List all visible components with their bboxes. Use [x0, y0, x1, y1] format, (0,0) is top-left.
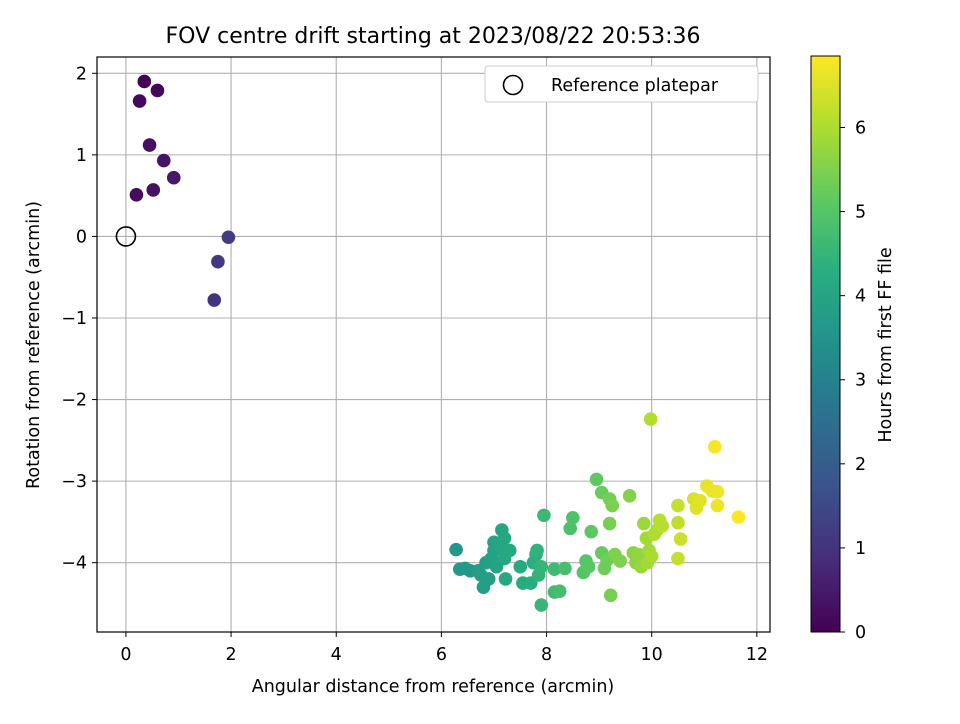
x-tick-label: 6: [436, 645, 447, 665]
data-point: [530, 543, 544, 558]
data-point: [558, 561, 572, 576]
data-point: [589, 472, 604, 487]
data-point: [534, 559, 549, 574]
data-point: [146, 183, 161, 197]
colorbar: 0 1 2 3 4 5 6 Hours from first FF file: [810, 55, 896, 643]
data-point: [710, 484, 725, 499]
x-tick-label: 2: [226, 645, 237, 665]
colorbar-gradient: [810, 55, 841, 633]
data-point: [655, 519, 670, 533]
data-point: [566, 511, 580, 525]
data-point: [502, 543, 517, 558]
y-axis-label: Rotation from reference (arcmin): [24, 201, 44, 489]
data-point: [150, 83, 165, 98]
data-point: [581, 559, 596, 574]
data-point: [142, 138, 157, 152]
data-point: [710, 498, 725, 513]
x-axis-ticks: 0 2 4 6 8 10 12: [120, 632, 768, 665]
data-point: [534, 598, 549, 612]
data-point: [603, 588, 618, 603]
data-point: [207, 293, 222, 307]
data-point: [693, 493, 707, 508]
data-point: [513, 559, 528, 574]
colorbar-tick-label: 2: [855, 455, 866, 475]
data-point: [156, 153, 171, 168]
data-point: [671, 515, 685, 530]
data-point: [584, 524, 599, 539]
data-point: [537, 508, 551, 523]
colorbar-tick-label: 1: [855, 539, 866, 559]
data-point: [497, 531, 512, 546]
x-tick-label: 10: [641, 645, 663, 665]
data-point: [613, 554, 627, 568]
data-point: [481, 572, 496, 586]
data-point: [547, 562, 562, 576]
data-points: [129, 74, 746, 612]
data-point: [129, 188, 144, 202]
y-tick-label: 2: [76, 64, 87, 84]
data-point: [221, 230, 236, 245]
colorbar-tick-label: 4: [855, 287, 866, 307]
data-point: [731, 510, 746, 524]
data-point: [673, 532, 688, 546]
data-point: [605, 498, 620, 513]
data-point: [563, 521, 578, 536]
colorbar-tick-label: 3: [855, 371, 866, 391]
data-point: [671, 498, 685, 513]
x-tick-label: 12: [746, 645, 768, 665]
data-point: [637, 516, 651, 531]
reference-platepar-marker: [115, 226, 137, 247]
x-tick-label: 8: [541, 645, 552, 665]
colorbar-ticks: 0 1 2 3 4 5 6: [840, 118, 866, 643]
x-tick-label: 0: [120, 645, 131, 665]
data-point: [211, 254, 225, 269]
y-tick-label: −1: [61, 309, 87, 329]
x-axis-label: Angular distance from reference (arcmin): [252, 677, 615, 697]
legend: Reference platepar: [484, 65, 759, 103]
colorbar-label: Hours from first FF file: [876, 247, 896, 442]
plot-frame: [96, 56, 771, 633]
colorbar-tick-label: 5: [855, 203, 866, 223]
data-point: [166, 170, 181, 185]
legend-marker-icon: [502, 74, 524, 96]
y-tick-label: 1: [76, 146, 87, 166]
data-point: [644, 549, 659, 563]
data-point: [449, 542, 463, 557]
data-point: [602, 516, 617, 531]
data-point: [631, 547, 646, 562]
colorbar-tick-label: 0: [855, 623, 866, 643]
data-point: [643, 412, 658, 426]
y-tick-label: −3: [61, 472, 87, 492]
legend-box: [484, 65, 759, 103]
data-point: [671, 551, 685, 566]
plot-area: [97, 57, 770, 632]
data-point: [707, 440, 722, 454]
y-tick-label: −2: [61, 391, 87, 411]
data-point: [622, 488, 637, 503]
y-tick-label: 0: [76, 227, 87, 247]
legend-entry-reference: Reference platepar: [551, 76, 719, 96]
data-point: [132, 94, 147, 108]
y-tick-label: −4: [61, 554, 87, 574]
data-point: [552, 584, 567, 599]
y-axis-ticks: −4 −3 −2 −1 0 1 2: [61, 64, 97, 574]
data-point: [498, 572, 513, 586]
chart-title: FOV centre drift starting at 2023/08/22 …: [166, 24, 701, 49]
data-point: [137, 74, 152, 89]
colorbar-tick-label: 6: [855, 118, 866, 138]
x-tick-label: 4: [331, 645, 342, 665]
